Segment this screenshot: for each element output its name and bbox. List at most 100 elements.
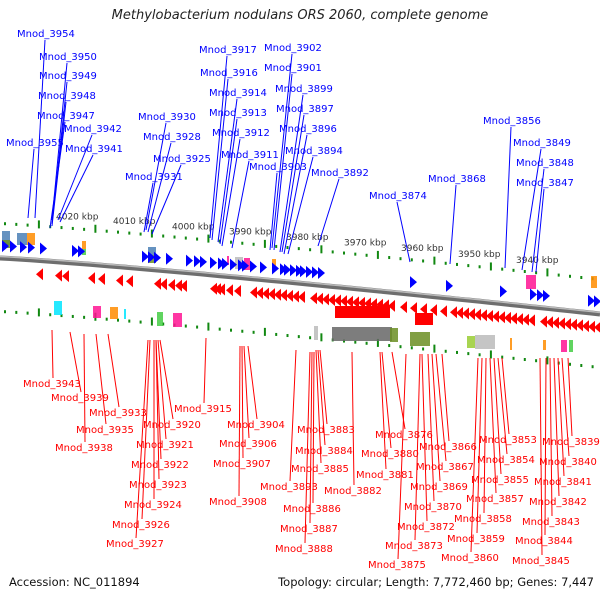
reverse-gene-arrow[interactable] (334, 294, 341, 307)
reverse-gene-arrow[interactable] (588, 320, 595, 333)
reverse-gene-label[interactable]: Mnod_3841 (534, 477, 592, 488)
reverse-gene-large[interactable] (335, 306, 390, 318)
reverse-gene-arrow[interactable] (226, 284, 233, 297)
reverse-gene-label[interactable]: Mnod_3880 (361, 449, 419, 460)
reverse-gene-arrow[interactable] (340, 295, 347, 308)
reverse-gene-label[interactable]: Mnod_3904 (227, 420, 285, 431)
forward-gene-arrow[interactable] (148, 251, 155, 264)
reverse-gene-label[interactable]: Mnod_3924 (124, 500, 182, 511)
reverse-gene-arrow[interactable] (594, 321, 600, 333)
reverse-gene-label[interactable]: Mnod_3854 (477, 455, 535, 466)
forward-gene-arrow[interactable] (410, 276, 417, 289)
reverse-gene-label[interactable]: Mnod_3908 (209, 497, 267, 508)
reverse-gene-arrow[interactable] (462, 307, 469, 320)
reverse-gene-arrow[interactable] (346, 295, 353, 308)
reverse-gene-arrow[interactable] (218, 283, 225, 296)
reverse-gene-label[interactable]: Mnod_3888 (275, 544, 333, 555)
reverse-gene-label[interactable]: Mnod_3906 (219, 439, 277, 450)
forward-gene-label[interactable]: Mnod_3856 (483, 116, 541, 127)
forward-gene-label[interactable]: Mnod_3928 (143, 132, 201, 143)
forward-gene-arrow[interactable] (300, 265, 307, 278)
forward-gene-label[interactable]: Mnod_3901 (264, 63, 322, 74)
reverse-gene-label[interactable]: Mnod_3933 (89, 408, 147, 419)
reverse-gene-label[interactable]: Mnod_3857 (466, 494, 524, 505)
reverse-gene-arrow[interactable] (234, 284, 241, 297)
forward-gene-label[interactable]: Mnod_3894 (285, 146, 343, 157)
forward-gene-arrow[interactable] (40, 242, 47, 255)
reverse-gene-arrow[interactable] (510, 312, 517, 325)
reverse-gene-arrow[interactable] (516, 313, 523, 326)
reverse-gene-label[interactable]: Mnod_3839 (542, 437, 600, 448)
forward-gene-arrow[interactable] (210, 256, 217, 269)
reverse-gene-label[interactable]: Mnod_3860 (441, 553, 499, 564)
reverse-gene-arrow[interactable] (420, 303, 427, 316)
reverse-gene-arrow[interactable] (250, 286, 257, 299)
reverse-gene-arrow[interactable] (352, 296, 359, 309)
reverse-gene-arrow[interactable] (322, 293, 329, 306)
reverse-gene-arrow[interactable] (268, 288, 275, 301)
forward-gene-label[interactable]: Mnod_3914 (209, 88, 267, 99)
reverse-gene-label[interactable]: Mnod_3923 (129, 480, 187, 491)
reverse-gene-label[interactable]: Mnod_3893 (260, 482, 318, 493)
forward-gene-arrow[interactable] (290, 264, 297, 277)
forward-gene-arrow[interactable] (230, 258, 237, 271)
forward-gene-label[interactable]: Mnod_3948 (38, 91, 96, 102)
forward-gene-arrow[interactable] (222, 257, 229, 270)
reverse-gene-arrow[interactable] (468, 308, 475, 321)
forward-gene-arrow[interactable] (537, 289, 544, 302)
reverse-gene-label[interactable]: Mnod_3844 (515, 536, 573, 547)
reverse-gene-arrow[interactable] (210, 282, 217, 295)
forward-gene-arrow[interactable] (312, 266, 319, 279)
forward-gene-label[interactable]: Mnod_3912 (212, 128, 270, 139)
reverse-gene-label[interactable]: Mnod_3842 (529, 497, 587, 508)
reverse-gene-arrow[interactable] (88, 272, 95, 285)
reverse-gene-arrow[interactable] (480, 309, 487, 322)
reverse-gene-arrow[interactable] (328, 293, 335, 306)
reverse-gene-label[interactable]: Mnod_3843 (522, 517, 580, 528)
forward-gene-label[interactable]: Mnod_3950 (39, 52, 97, 63)
reverse-gene-label[interactable]: Mnod_3915 (174, 404, 232, 415)
reverse-gene-label[interactable]: Mnod_3935 (76, 425, 134, 436)
reverse-gene-label[interactable]: Mnod_3883 (297, 425, 355, 436)
forward-gene-label[interactable]: Mnod_3868 (428, 174, 486, 185)
reverse-gene-arrow[interactable] (256, 287, 263, 300)
reverse-gene-arrow[interactable] (298, 291, 305, 304)
reverse-gene-label[interactable]: Mnod_3884 (295, 446, 353, 457)
forward-gene-arrow[interactable] (250, 260, 257, 273)
forward-gene-label[interactable]: Mnod_3917 (199, 45, 257, 56)
forward-gene-arrow[interactable] (20, 241, 27, 254)
forward-gene-label[interactable]: Mnod_3942 (64, 124, 122, 135)
reverse-gene-label[interactable]: Mnod_3858 (454, 514, 512, 525)
reverse-gene-arrow[interactable] (552, 316, 559, 329)
forward-gene-label[interactable]: Mnod_3913 (209, 108, 267, 119)
reverse-gene-arrow[interactable] (498, 311, 505, 324)
reverse-gene-label[interactable]: Mnod_3926 (112, 520, 170, 531)
reverse-gene-arrow[interactable] (440, 305, 447, 318)
forward-gene-arrow[interactable] (72, 244, 79, 257)
reverse-gene-label[interactable]: Mnod_3907 (213, 459, 271, 470)
reverse-gene-label[interactable]: Mnod_3866 (419, 442, 477, 453)
reverse-gene-arrow[interactable] (280, 289, 287, 302)
reverse-gene-label[interactable]: Mnod_3922 (131, 460, 189, 471)
reverse-gene-label[interactable]: Mnod_3943 (23, 379, 81, 390)
forward-gene-label[interactable]: Mnod_3847 (516, 178, 574, 189)
reverse-gene-arrow[interactable] (410, 302, 417, 315)
forward-gene-label[interactable]: Mnod_3931 (125, 172, 183, 183)
forward-gene-label[interactable]: Mnod_3903 (249, 162, 307, 173)
reverse-gene-arrow[interactable] (540, 315, 547, 328)
reverse-gene-arrow[interactable] (310, 292, 317, 305)
reverse-gene-label[interactable]: Mnod_3887 (280, 524, 338, 535)
reverse-gene-label[interactable]: Mnod_3927 (106, 539, 164, 550)
reverse-gene-arrow[interactable] (116, 274, 123, 287)
forward-gene-arrow[interactable] (446, 279, 453, 292)
reverse-gene-label[interactable]: Mnod_3875 (368, 560, 426, 571)
reverse-gene-arrow[interactable] (474, 308, 481, 321)
reverse-gene-label[interactable]: Mnod_3938 (55, 443, 113, 454)
reverse-gene-label[interactable]: Mnod_3882 (324, 486, 382, 497)
forward-gene-arrow[interactable] (218, 257, 225, 270)
forward-gene-label[interactable]: Mnod_3949 (39, 71, 97, 82)
reverse-gene-arrow[interactable] (214, 283, 221, 296)
forward-gene-arrow[interactable] (186, 254, 193, 267)
reverse-gene-label[interactable]: Mnod_3920 (143, 420, 201, 431)
reverse-gene-arrow[interactable] (36, 268, 43, 281)
